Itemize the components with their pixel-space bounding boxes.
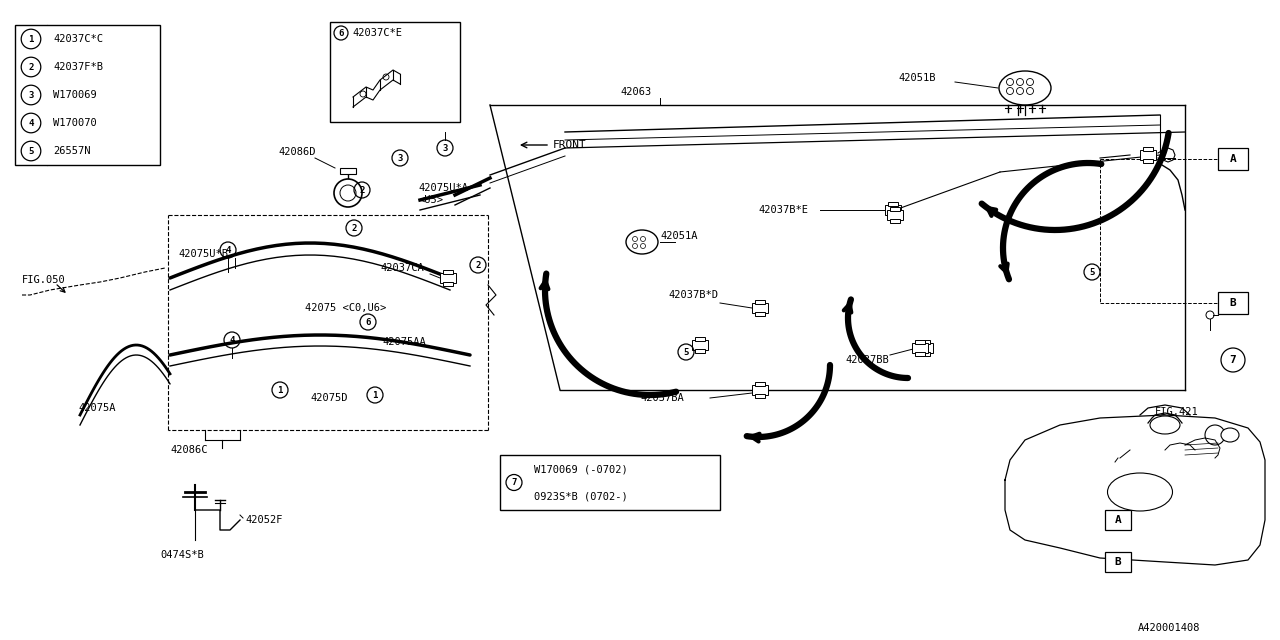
Bar bbox=[330, 22, 460, 122]
Text: 0474S*B: 0474S*B bbox=[160, 550, 204, 560]
Text: 6: 6 bbox=[365, 317, 371, 326]
Text: 42037CA: 42037CA bbox=[380, 263, 424, 273]
Text: 1: 1 bbox=[278, 385, 283, 394]
Bar bbox=[888, 202, 899, 206]
Text: 42075AA: 42075AA bbox=[381, 337, 426, 347]
Bar bbox=[920, 340, 931, 344]
Text: 4: 4 bbox=[28, 118, 33, 127]
Text: 42051B: 42051B bbox=[899, 73, 936, 83]
Text: 6: 6 bbox=[338, 29, 344, 38]
Text: 2: 2 bbox=[475, 260, 481, 269]
Text: 2: 2 bbox=[351, 223, 357, 232]
Bar bbox=[1143, 159, 1153, 163]
Text: 3: 3 bbox=[397, 154, 403, 163]
Bar bbox=[440, 273, 456, 283]
Bar bbox=[915, 352, 925, 356]
Bar bbox=[692, 340, 708, 350]
Text: 3: 3 bbox=[443, 143, 448, 152]
Text: B: B bbox=[1115, 557, 1121, 567]
Text: A: A bbox=[1230, 154, 1236, 164]
Text: 4: 4 bbox=[229, 335, 234, 344]
Bar bbox=[443, 270, 453, 274]
Text: FRONT: FRONT bbox=[553, 140, 586, 150]
Text: 42037B*D: 42037B*D bbox=[668, 290, 718, 300]
Ellipse shape bbox=[1221, 428, 1239, 442]
Bar bbox=[753, 303, 768, 313]
Text: 42051A: 42051A bbox=[660, 231, 698, 241]
Bar bbox=[890, 219, 900, 223]
Bar bbox=[443, 282, 453, 286]
Bar bbox=[755, 394, 765, 398]
Text: 42075 <C0,U6>: 42075 <C0,U6> bbox=[305, 303, 387, 313]
Text: 1: 1 bbox=[372, 390, 378, 399]
Bar bbox=[695, 349, 705, 353]
Text: 5: 5 bbox=[28, 147, 33, 156]
Bar bbox=[1105, 552, 1132, 572]
Text: 5: 5 bbox=[684, 348, 689, 356]
Text: 7: 7 bbox=[511, 478, 517, 487]
Text: 42075U*A: 42075U*A bbox=[419, 183, 468, 193]
Bar bbox=[695, 337, 705, 341]
Circle shape bbox=[334, 179, 362, 207]
Text: A: A bbox=[1115, 515, 1121, 525]
Text: 1: 1 bbox=[28, 35, 33, 44]
Text: W170070: W170070 bbox=[52, 118, 97, 128]
Text: B: B bbox=[1230, 298, 1236, 308]
Bar bbox=[920, 352, 931, 356]
Text: 42063: 42063 bbox=[620, 87, 652, 97]
Text: 42037B*E: 42037B*E bbox=[758, 205, 808, 215]
Text: 42086C: 42086C bbox=[170, 445, 207, 455]
Bar bbox=[1105, 510, 1132, 530]
Bar bbox=[913, 343, 928, 353]
Bar bbox=[340, 168, 356, 174]
Bar bbox=[753, 385, 768, 395]
Bar bbox=[755, 382, 765, 386]
Text: 26557N: 26557N bbox=[52, 146, 91, 156]
Bar bbox=[15, 25, 160, 165]
Text: 42075A: 42075A bbox=[78, 403, 115, 413]
Bar bbox=[916, 343, 933, 353]
Bar bbox=[755, 312, 765, 316]
Text: 4: 4 bbox=[225, 246, 230, 255]
Bar bbox=[887, 210, 902, 220]
Text: 42037C*C: 42037C*C bbox=[52, 34, 102, 44]
Text: FIG.050: FIG.050 bbox=[22, 275, 65, 285]
Text: 42037BB: 42037BB bbox=[845, 355, 888, 365]
Text: 2: 2 bbox=[360, 186, 365, 195]
Text: 7: 7 bbox=[1230, 355, 1236, 365]
Text: 42086D: 42086D bbox=[278, 147, 315, 157]
Text: 42037C*E: 42037C*E bbox=[352, 28, 402, 38]
Bar bbox=[884, 205, 901, 215]
Bar bbox=[888, 214, 899, 218]
Text: 42052F: 42052F bbox=[244, 515, 283, 525]
Bar bbox=[1219, 148, 1248, 170]
Text: 5: 5 bbox=[1089, 268, 1094, 276]
Text: 42037F*B: 42037F*B bbox=[52, 62, 102, 72]
Text: W170069 (-0702): W170069 (-0702) bbox=[534, 464, 627, 474]
Bar bbox=[1219, 292, 1248, 314]
Text: 0923S*B (0702-): 0923S*B (0702-) bbox=[534, 491, 627, 501]
Bar bbox=[890, 207, 900, 211]
Text: W170069: W170069 bbox=[52, 90, 97, 100]
Bar bbox=[915, 340, 925, 344]
Text: 3: 3 bbox=[28, 90, 33, 99]
Text: FIG.421: FIG.421 bbox=[1155, 407, 1199, 417]
Bar bbox=[500, 455, 719, 510]
Text: A420001408: A420001408 bbox=[1138, 623, 1201, 633]
Text: 42037BA: 42037BA bbox=[640, 393, 684, 403]
Bar bbox=[755, 300, 765, 304]
Text: 42075U*B: 42075U*B bbox=[178, 249, 228, 259]
Text: 42075D: 42075D bbox=[310, 393, 347, 403]
Bar bbox=[1143, 147, 1153, 151]
Text: 2: 2 bbox=[28, 63, 33, 72]
Text: <U5>: <U5> bbox=[419, 195, 443, 205]
Bar bbox=[1140, 150, 1156, 160]
